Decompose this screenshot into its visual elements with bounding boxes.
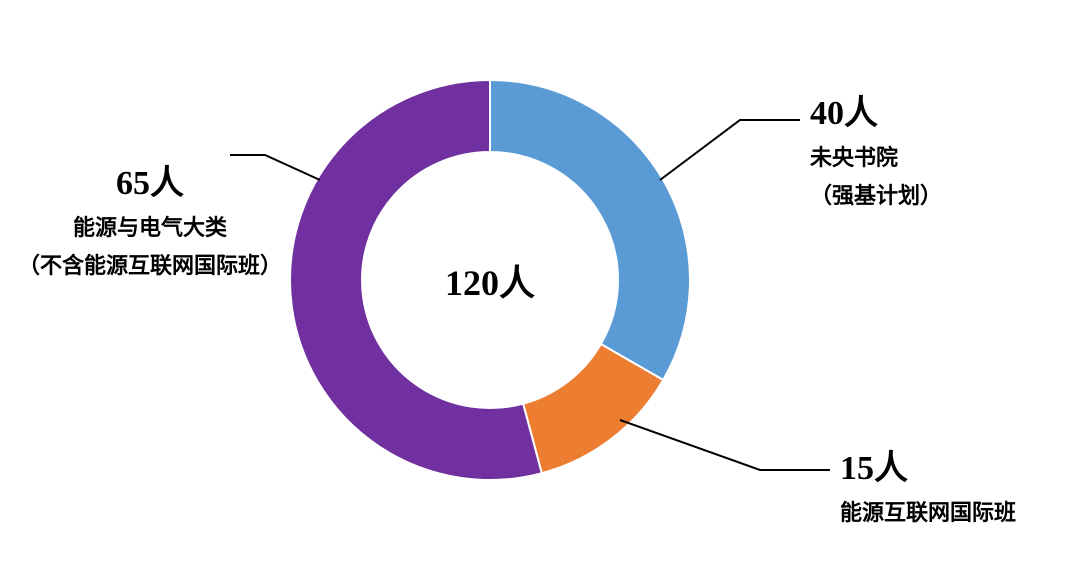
center-label: 120人: [445, 254, 535, 306]
leader-intl: [620, 420, 830, 470]
label-sub1-weiyang: 未央书院: [810, 140, 942, 172]
label-value-weiyang: 40人: [810, 85, 942, 134]
label-value-energy: 65人: [10, 155, 290, 204]
label-sub1-energy: 能源与电气大类: [10, 210, 290, 242]
slice-weiyang: [490, 80, 690, 380]
leader-weiyang: [660, 120, 800, 180]
label-sub2-weiyang: （强基计划）: [810, 178, 942, 210]
label-intl: 15人能源互联网国际班: [840, 440, 1016, 527]
label-value-intl: 15人: [840, 440, 1016, 489]
donut-chart: 120人 40人未央书院 （强基计划） 15人能源互联网国际班 65人能源与电气大类 （不…: [0, 0, 1080, 561]
label-sub1-intl: 能源互联网国际班: [840, 495, 1016, 527]
label-weiyang: 40人未央书院 （强基计划）: [810, 85, 942, 210]
label-sub2-energy: （不含能源互联网国际班）: [10, 248, 290, 280]
label-energy: 65人能源与电气大类 （不含能源互联网国际班）: [10, 155, 290, 280]
